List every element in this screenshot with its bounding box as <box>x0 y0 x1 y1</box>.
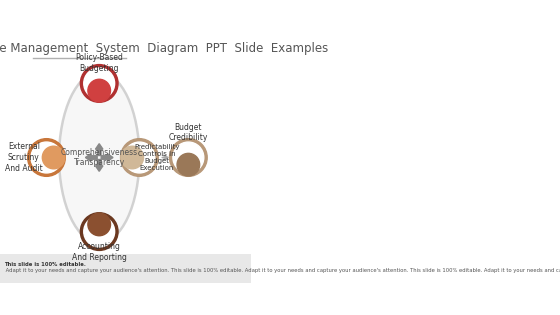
Text: Budget
Credibility: Budget Credibility <box>169 123 208 142</box>
Ellipse shape <box>59 72 139 243</box>
Circle shape <box>84 68 115 99</box>
Circle shape <box>177 153 200 176</box>
Circle shape <box>88 213 110 236</box>
Circle shape <box>43 146 65 169</box>
Circle shape <box>121 146 143 169</box>
Circle shape <box>173 142 204 173</box>
Text: Accounting
And Reporting: Accounting And Reporting <box>72 242 127 261</box>
Circle shape <box>84 216 115 247</box>
Bar <box>0 254 251 283</box>
Circle shape <box>27 139 66 176</box>
Circle shape <box>81 213 118 250</box>
Text: Predictability
Controls in
Budget
Execution: Predictability Controls in Budget Execut… <box>134 144 180 171</box>
Text: Policy-Based
Budgeting: Policy-Based Budgeting <box>75 54 123 73</box>
Text: This slide is 100% editable.: This slide is 100% editable. <box>4 262 86 267</box>
Circle shape <box>124 142 155 173</box>
FancyArrow shape <box>95 144 103 156</box>
Circle shape <box>31 142 62 173</box>
Circle shape <box>170 139 207 176</box>
FancyArrow shape <box>101 154 113 161</box>
FancyArrow shape <box>95 159 103 171</box>
Circle shape <box>81 65 118 102</box>
Text: Comprehensiveness
Transparency: Comprehensiveness Transparency <box>60 148 138 167</box>
Circle shape <box>88 79 110 102</box>
Text: External
Scrutiny
And Audit: External Scrutiny And Audit <box>5 142 43 173</box>
Text: Public Finance Management  System  Diagram  PPT  Slide  Examples: Public Finance Management System Diagram… <box>0 43 328 55</box>
Text: Adapt it to your needs and capture your audience's attention. This slide is 100%: Adapt it to your needs and capture your … <box>4 268 560 273</box>
Circle shape <box>120 139 158 176</box>
FancyArrow shape <box>85 154 97 161</box>
